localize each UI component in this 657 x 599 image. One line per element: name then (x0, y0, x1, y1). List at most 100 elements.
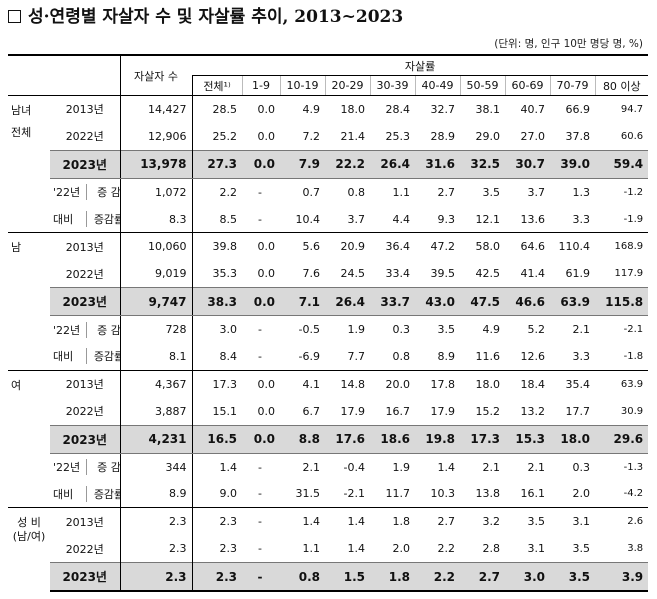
table-section: 여 2013년 4,367 17.3 0.0 4.1 14.8 20.0 17.8 18.0 18.… (8, 369, 649, 508)
page-title: 성·연령별 자살자 수 및 자살률 추이, 2013~2023 (8, 4, 403, 30)
rate-cell: 1.4 (325, 507, 370, 536)
diff-right-label: 증감률 (86, 348, 120, 365)
rate-cell: 33.4 (385, 267, 411, 281)
count-cell: 2.3 (119, 535, 192, 563)
rate-cell: - (258, 542, 262, 556)
rate-cell: 3.9 (595, 562, 649, 593)
header-age: 1-9 (241, 75, 280, 96)
rate-cell: 27.3 (191, 149, 242, 179)
rate-cell: 24.5 (340, 267, 366, 281)
header-age: 40-49 (414, 75, 460, 96)
rate-cell: 1.9 (392, 460, 411, 474)
table-row: 2022년 3,887 15.1 0.0 6.7 17.9 16.7 17.9 15.2 13.2… (8, 397, 648, 426)
year-label: 2022년 (65, 130, 104, 144)
rate-cell: -4.2 (623, 488, 644, 500)
rate-cell: 15.3 (505, 424, 550, 454)
unit-note: (단위: 명, 인구 10만 명당 명, %) (494, 38, 643, 50)
rate-cell: 17.9 (430, 404, 456, 418)
rate-cell: 115.8 (595, 287, 649, 317)
rate-cell: 0.0 (242, 369, 280, 398)
rate-cell: 3.7 (527, 185, 546, 199)
rate-cell: -1.9 (623, 213, 644, 225)
header-blank (8, 54, 120, 96)
rate-cell: 18.0 (325, 94, 370, 123)
rate-cell: 1.8 (370, 562, 415, 593)
rate-cell: 31.6 (415, 149, 460, 179)
rate-cell: -1.8 (623, 350, 644, 362)
rate-cell: -0.5 (298, 323, 320, 337)
rate-cell: 61.9 (565, 267, 591, 281)
rate-cell: 11.7 (385, 487, 411, 501)
rate-cell: 1.1 (392, 185, 411, 199)
rate-cell: 0.0 (257, 267, 276, 281)
rate-cell: 13.8 (475, 487, 501, 501)
rate-cell: - (242, 507, 280, 536)
rate-cell: 12.1 (475, 212, 501, 226)
rate-cell: - (258, 460, 262, 474)
rate-cell: 42.5 (475, 267, 501, 281)
suicide-stats-table: 자살자 수 자살률 전체¹⁾ 1-9 10-19 20-29 30-39 40-… (8, 54, 649, 593)
table-row: 2023년 4,231 16.5 0.0 8.8 17.6 18.6 19.8 17.3 15.3… (8, 424, 649, 454)
diff-right-label: 증 감 (86, 184, 120, 201)
rate-cell: 33.7 (370, 287, 415, 317)
rate-cell: 2.3 (191, 562, 242, 593)
rate-cell: 13.2 (520, 404, 546, 418)
rate-cell: 12.6 (520, 349, 546, 363)
table-row: '22년 증 감 728 3.0 - -0.5 1.9 0.3 3.5 4.9 5.2 2.1 -2.1 (8, 315, 648, 344)
rate-cell: 2.2 (415, 562, 460, 593)
rate-cell: 47.2 (415, 232, 460, 261)
rate-cell: 16.5 (191, 424, 242, 454)
rate-cell: 4.9 (280, 94, 325, 123)
header-age: 70-79 (549, 75, 595, 96)
rate-cell: 35.3 (191, 260, 242, 288)
rate-cell: 28.5 (191, 94, 242, 123)
rate-cell: 35.4 (550, 369, 595, 398)
rate-cell: 26.4 (370, 149, 415, 179)
rate-cell: 8.5 (191, 205, 242, 233)
header-age: 80 이상 (594, 75, 649, 96)
rate-cell: 3.8 (627, 543, 644, 555)
table-section: 남 2013년 10,060 39.8 0.0 5.6 20.9 36.4 47.2 58.0 64… (8, 232, 649, 371)
rate-cell: 58.0 (460, 232, 505, 261)
diff-left-label: '22년 (53, 323, 81, 337)
header-age: 20-29 (324, 75, 370, 96)
rate-cell: 47.5 (460, 287, 505, 317)
rate-cell: 15.2 (475, 404, 501, 418)
rate-cell: 38.1 (460, 94, 505, 123)
count-cell: 12,906 (119, 122, 192, 151)
rate-cell: 3.7 (347, 212, 366, 226)
rate-cell: 2.6 (595, 507, 649, 536)
rate-cell: 0.0 (242, 149, 280, 179)
year-label: 2023년 (50, 149, 120, 179)
rate-cell: 10.3 (430, 487, 456, 501)
rate-cell: 117.9 (614, 268, 644, 280)
rate-cell: 9.3 (437, 212, 456, 226)
rate-cell: - (258, 185, 262, 199)
rate-cell: 7.7 (347, 349, 366, 363)
count-cell: 4,367 (119, 369, 192, 398)
rate-cell: 26.4 (325, 287, 370, 317)
year-label: 2023년 (50, 287, 120, 317)
rate-cell: 1.3 (572, 185, 591, 199)
group-label: 남 (8, 232, 50, 371)
table-row: 2023년 2.3 2.3-0.8 1.5 1.8 2.2 2.7 3.0 3.5 3.9 (8, 562, 649, 593)
diff-label: '22년 증 감 (50, 178, 120, 205)
count-cell: 3,887 (119, 397, 192, 426)
rate-cell: 19.8 (415, 424, 460, 454)
rate-cell: 2.0 (392, 542, 411, 556)
rate-cell: 0.8 (347, 185, 366, 199)
rate-cell: 28.9 (430, 129, 456, 143)
rate-cell: 1.4 (347, 542, 366, 556)
diff-label: 대비 증감률 (50, 343, 120, 370)
rate-cell: 3.1 (550, 507, 595, 536)
rate-cell: 18.6 (370, 424, 415, 454)
count-cell: 10,060 (119, 232, 192, 261)
rate-cell: -1.2 (623, 186, 644, 198)
rate-cell: 1.4 (280, 507, 325, 536)
rate-cell: - (258, 349, 262, 363)
rate-cell: 2.8 (482, 542, 501, 556)
rate-cell: 8.9 (437, 349, 456, 363)
count-cell: 2.3 (119, 562, 192, 593)
rate-cell: 3.5 (505, 507, 550, 536)
rate-cell: 63.9 (550, 287, 595, 317)
